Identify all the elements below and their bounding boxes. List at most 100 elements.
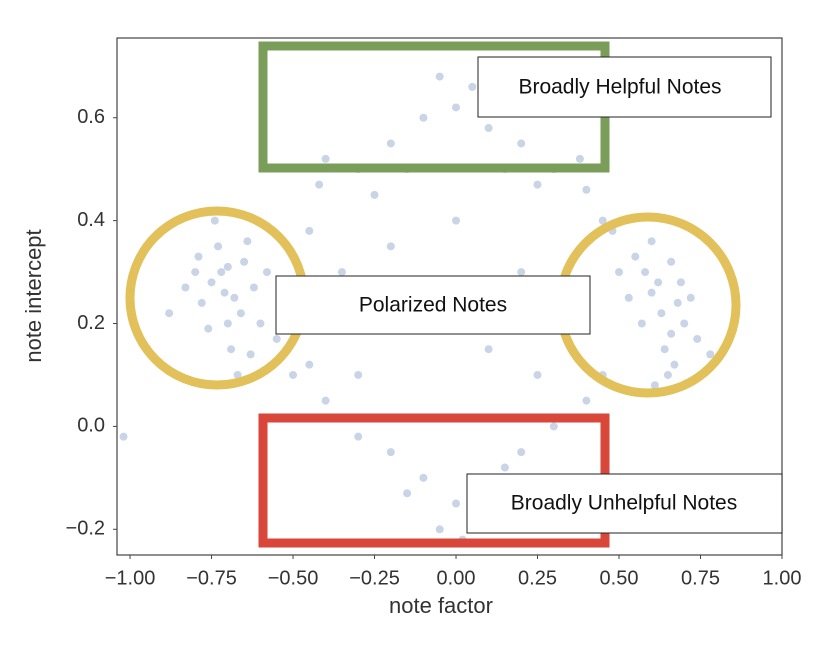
point (207, 278, 216, 287)
annotation-box (275, 275, 591, 335)
x-tick-label: 1.00 (763, 567, 802, 589)
x-tick-label: −0.75 (186, 567, 237, 589)
point (165, 309, 174, 318)
point (217, 268, 226, 277)
point (452, 103, 461, 112)
point (243, 237, 252, 246)
point (272, 334, 281, 343)
point (615, 268, 624, 277)
point (230, 293, 239, 302)
point (680, 319, 689, 328)
point (204, 324, 213, 333)
point (315, 180, 324, 189)
point (223, 262, 232, 271)
point (686, 293, 695, 302)
point (419, 113, 428, 122)
point (220, 288, 229, 297)
point (233, 370, 242, 379)
point (663, 370, 672, 379)
point (693, 334, 702, 343)
plot-frame (116, 37, 783, 556)
x-tick-label: 0.50 (600, 567, 639, 589)
point (468, 82, 477, 91)
point (660, 345, 669, 354)
point (262, 268, 271, 277)
point (650, 381, 659, 390)
point (673, 298, 682, 307)
point (452, 499, 461, 508)
point (624, 293, 633, 302)
point (533, 180, 542, 189)
point (598, 216, 607, 225)
point (321, 154, 330, 163)
point (181, 283, 190, 292)
point (582, 396, 591, 405)
point (654, 278, 663, 287)
y-tick-label: 0.6 (77, 106, 105, 128)
scatter-layer (119, 72, 715, 544)
point (249, 283, 258, 292)
point (223, 319, 232, 328)
x-tick-label: −0.25 (349, 567, 400, 589)
point (549, 422, 558, 431)
point (227, 345, 236, 354)
point (305, 226, 314, 235)
point (667, 329, 676, 338)
point (647, 237, 656, 246)
point (419, 473, 428, 482)
point (289, 370, 298, 379)
point (435, 525, 444, 534)
point (194, 252, 203, 261)
point (197, 298, 206, 307)
point (305, 360, 314, 369)
point (657, 309, 666, 318)
annotation: Broadly Helpful Notes (518, 76, 721, 99)
point (435, 72, 444, 81)
point (706, 350, 715, 359)
point (641, 268, 650, 277)
x-tick-label: 0.25 (518, 567, 557, 589)
point (484, 124, 493, 133)
point (321, 396, 330, 405)
point (386, 242, 395, 251)
point (637, 319, 646, 328)
x-axis-label: note factor (389, 593, 493, 618)
point (236, 309, 245, 318)
y-tick-label: 0.0 (77, 415, 105, 437)
point (240, 257, 249, 266)
point (517, 139, 526, 148)
point (354, 432, 363, 441)
annotation: Broadly Unhelpful Notes (511, 492, 737, 515)
x-tick-label: −1.00 (105, 567, 156, 589)
point (533, 370, 542, 379)
point (517, 448, 526, 457)
point (676, 278, 685, 287)
y-tick-label: −0.2 (66, 518, 105, 540)
point (386, 139, 395, 148)
point (214, 242, 223, 251)
point (575, 154, 584, 163)
x-tick-label: −0.50 (268, 567, 319, 589)
point (582, 185, 591, 194)
point (256, 319, 265, 328)
point (210, 216, 219, 225)
point (403, 489, 412, 498)
point (517, 268, 526, 277)
point (484, 345, 493, 354)
point (386, 448, 395, 457)
x-tick-label: 0.00 (437, 567, 476, 589)
point (452, 216, 461, 225)
point (370, 190, 379, 199)
point (667, 257, 676, 266)
annotation: Polarized Notes (359, 294, 507, 317)
point (500, 463, 509, 472)
y-axis-label: note intercept (21, 229, 46, 362)
y-tick-label: 0.2 (77, 312, 105, 334)
annotation-box (477, 56, 772, 118)
point (119, 432, 128, 441)
y-tick-label: 0.4 (77, 209, 105, 231)
point (191, 268, 200, 277)
point (246, 350, 255, 359)
x-tick-label: 0.75 (681, 567, 720, 589)
